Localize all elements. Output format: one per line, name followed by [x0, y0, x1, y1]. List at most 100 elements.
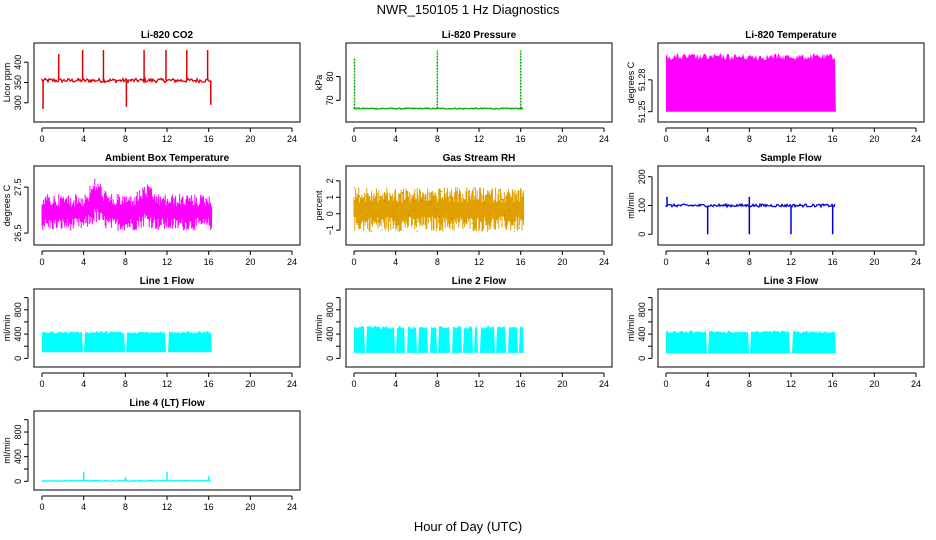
panel-title: Ambient Box Temperature	[105, 153, 230, 164]
x-tick-label: 4	[81, 134, 86, 144]
x-tick-label: 8	[123, 134, 128, 144]
series-fill	[666, 330, 836, 354]
x-tick-label: 24	[599, 134, 609, 144]
x-tick-label: 12	[474, 379, 484, 389]
y-tick-label: 400	[13, 55, 23, 70]
x-tick-label: 8	[123, 502, 128, 512]
panel-title: Line 1 Flow	[140, 276, 195, 287]
y-tick-label: 26.5	[13, 224, 23, 242]
x-axis: 0 4 8 12 16 20 24	[351, 372, 609, 389]
panel-title: Line 2 Flow	[452, 276, 507, 287]
panel-title: Li-820 Pressure	[442, 30, 517, 41]
y-tick-label: 0	[325, 356, 335, 361]
y-tick-label: 1	[325, 195, 335, 200]
x-tick-label: 16	[204, 134, 214, 144]
x-tick-label: 24	[287, 257, 297, 267]
x-tick-label: 8	[747, 134, 752, 144]
x-tick-label: 12	[162, 134, 172, 144]
x-tick-label: 0	[351, 257, 356, 267]
x-tick-label: 12	[162, 379, 172, 389]
y-axis-label: ml/min	[2, 437, 12, 464]
plot-frame	[657, 288, 925, 368]
x-tick-label: 24	[911, 257, 921, 267]
series-gas-stream-rh	[353, 187, 525, 233]
x-tick-label: 8	[435, 134, 440, 144]
panel-title: Line 4 (LT) Flow	[129, 398, 205, 409]
x-tick-label: 16	[204, 379, 214, 389]
x-tick-label: 20	[245, 257, 255, 267]
x-tick-label: 0	[663, 379, 668, 389]
x-tick-label: 4	[705, 134, 710, 144]
x-tick-label: 16	[516, 134, 526, 144]
series-fill	[354, 325, 524, 353]
x-tick-label: 16	[828, 134, 838, 144]
x-tick-label: 0	[663, 257, 668, 267]
series-li-820-co2	[41, 50, 212, 109]
y-tick-label: 800	[13, 302, 23, 317]
plot-frame	[657, 42, 925, 123]
series-line-2-flow	[354, 325, 524, 353]
panel-title: Li-820 CO2	[141, 30, 194, 41]
y-tick-label: 350	[13, 75, 23, 90]
x-tick-label: 20	[869, 257, 879, 267]
panel-li-820-temperature: Li-820 Temperature 0 4 8 12 16 20 24 51.25 51.28d…	[626, 30, 925, 144]
x-tick-label: 4	[705, 379, 710, 389]
y-tick-label: 400	[13, 449, 23, 464]
x-tick-label: 0	[39, 379, 44, 389]
x-tick-label: 24	[287, 379, 297, 389]
y-axis-label: ml/min	[2, 315, 12, 342]
series-li-820-temperature	[666, 53, 836, 112]
x-axis: 0 4 8 12 16 20 24	[663, 372, 921, 389]
series-line	[41, 479, 212, 483]
y-axis-label: degrees C	[2, 184, 12, 226]
x-tick-label: 20	[557, 134, 567, 144]
series-li-820-pressure	[353, 50, 524, 110]
y-tick-label: 400	[325, 327, 335, 342]
x-axis: 0 4 8 12 16 20 24	[39, 372, 297, 389]
y-tick-label: 70	[325, 95, 335, 105]
y-tick-label: −1	[325, 225, 335, 235]
x-tick-label: 12	[474, 257, 484, 267]
y-tick-label: 27.5	[13, 178, 23, 196]
panel-ambient-box-temperature: Ambient Box Temperature 0 4 8 12 16 20 24 26.5 27…	[2, 153, 301, 267]
x-axis: 0 4 8 12 16 20 24	[39, 250, 297, 267]
x-tick-label: 24	[599, 379, 609, 389]
x-tick-label: 20	[557, 257, 567, 267]
panel-title: Sample Flow	[760, 153, 821, 164]
x-tick-label: 0	[39, 257, 44, 267]
x-tick-label: 12	[474, 134, 484, 144]
x-axis: 0 4 8 12 16 20 24	[351, 250, 609, 267]
y-tick-label: 200	[637, 169, 647, 184]
x-tick-label: 0	[351, 379, 356, 389]
x-tick-label: 16	[828, 379, 838, 389]
x-tick-label: 24	[911, 134, 921, 144]
series-line	[41, 178, 213, 231]
series-sample-flow	[665, 196, 836, 235]
x-tick-label: 12	[786, 379, 796, 389]
x-tick-label: 8	[747, 257, 752, 267]
x-tick-label: 20	[245, 502, 255, 512]
series-fill	[666, 53, 836, 112]
y-tick-label: 800	[637, 302, 647, 317]
x-axis: 0 4 8 12 16 20 24	[351, 127, 609, 144]
y-axis-label: Licor ppm	[2, 63, 12, 103]
x-tick-label: 16	[204, 502, 214, 512]
y-axis-label: kPa	[314, 75, 324, 91]
x-tick-label: 4	[393, 379, 398, 389]
x-axis: 0 4 8 12 16 20 24	[663, 127, 921, 144]
x-tick-label: 16	[204, 257, 214, 267]
y-tick-label: 100	[637, 198, 647, 213]
x-tick-label: 12	[162, 502, 172, 512]
x-axis: 0 4 8 12 16 20 24	[663, 250, 921, 267]
series-ambient-box-temperature	[41, 178, 213, 231]
x-tick-label: 8	[435, 257, 440, 267]
plot-frame	[33, 165, 301, 246]
